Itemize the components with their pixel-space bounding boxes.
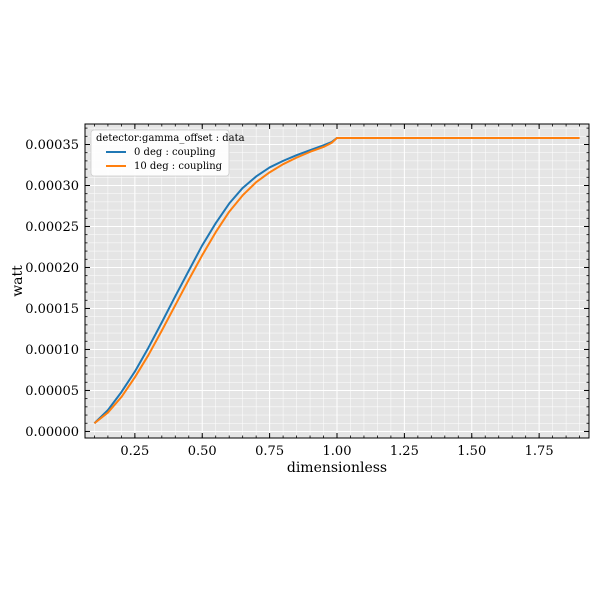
tick-marks: [85, 124, 589, 438]
y-axis-label: watt: [10, 265, 26, 297]
x-tick-label: 1.25: [390, 444, 419, 459]
legend: detector:gamma_offset : data 0 deg : cou…: [90, 129, 245, 177]
y-tick-label: 0.00025: [25, 220, 79, 235]
legend-title: detector:gamma_offset : data: [96, 133, 245, 144]
x-tick-label: 1.50: [457, 444, 486, 459]
legend-box: [90, 129, 230, 177]
y-tick-label: 0.00015: [25, 302, 79, 317]
x-tick-label: 1.75: [525, 444, 554, 459]
x-tick-labels: 0.25 0.50 0.75 1.00 1.25 1.50 1.75: [120, 444, 553, 459]
y-tick-label: 0.00010: [25, 343, 79, 358]
y-tick-label: 0.00030: [25, 179, 79, 194]
x-tick-label: 0.50: [188, 444, 217, 459]
series-line-1: [93, 136, 580, 425]
series-layer: [93, 136, 580, 425]
y-tick-label: 0.00005: [25, 384, 79, 399]
legend-label-series-0: 0 deg : coupling: [134, 147, 216, 158]
x-tick-label: 0.25: [120, 444, 149, 459]
y-tick-label: 0.00000: [25, 425, 79, 440]
y-tick-label: 0.00020: [25, 261, 79, 276]
x-tick-label: 1.00: [323, 444, 352, 459]
legend-label-series-1: 10 deg : coupling: [134, 161, 223, 172]
x-axis-label: dimensionless: [287, 460, 387, 476]
x-tick-label: 0.75: [255, 444, 284, 459]
y-tick-labels: 0.00000 0.00005 0.00010 0.00015 0.00020 0.000…: [25, 138, 79, 440]
y-tick-label: 0.00035: [25, 138, 79, 153]
